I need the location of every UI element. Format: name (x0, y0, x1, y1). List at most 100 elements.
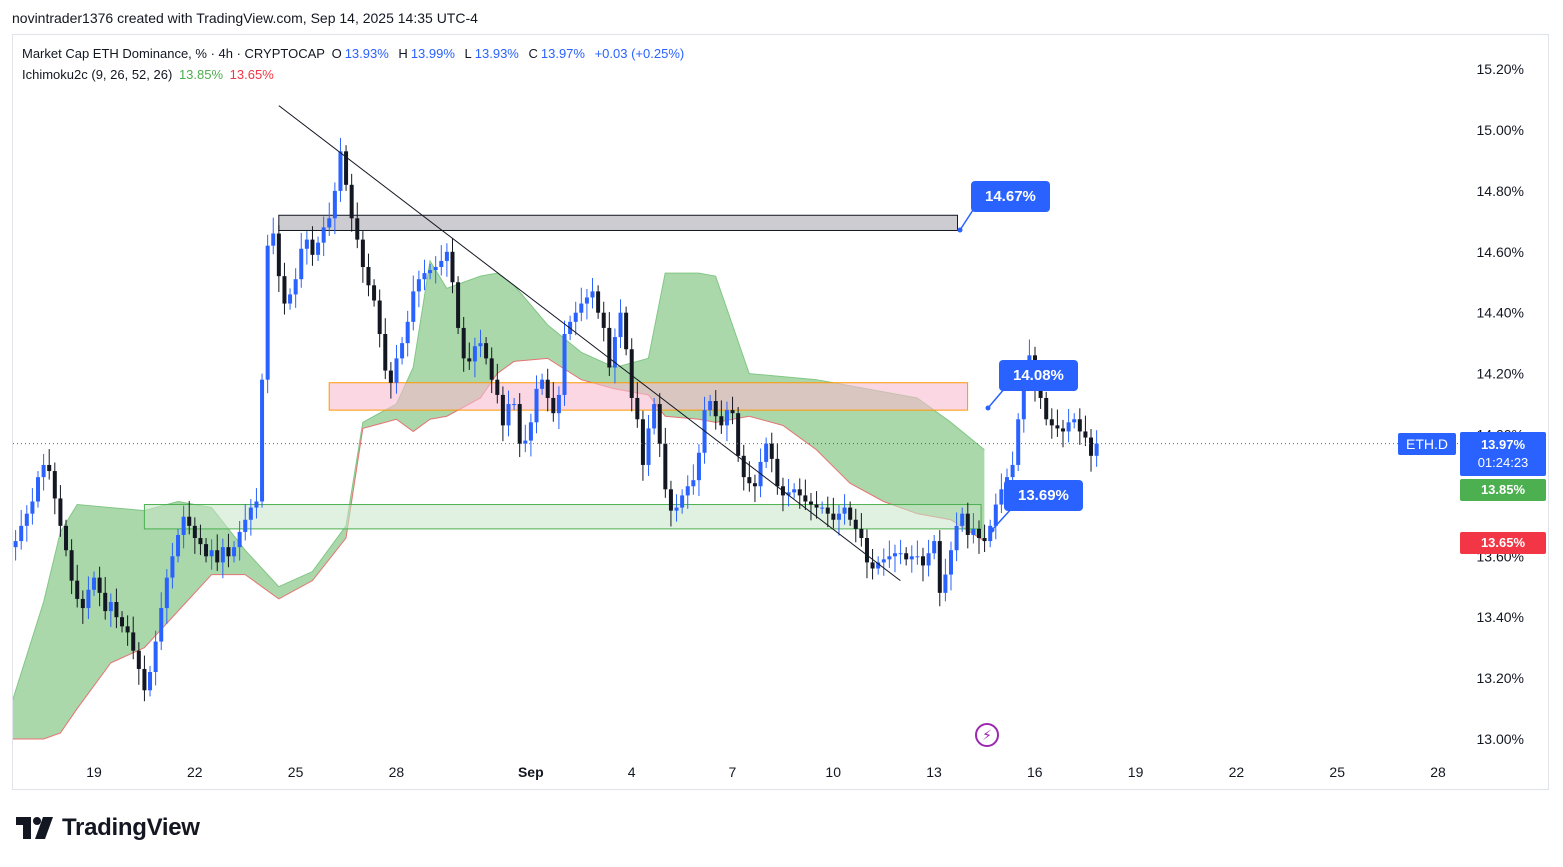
candle-body (153, 641, 158, 673)
candle-body (164, 577, 169, 609)
callout-dot-top (957, 227, 963, 233)
candle-body (304, 239, 309, 249)
candle-body (646, 428, 651, 465)
candle-body (159, 608, 164, 642)
candle-body (618, 312, 623, 338)
candle-body (719, 416, 724, 426)
demand-zone (143, 504, 982, 530)
last-price-tag: 13.97% 01:24:23 (1460, 432, 1546, 476)
candle-body (864, 538, 869, 563)
candle-body (652, 404, 657, 429)
candle-body (831, 513, 836, 520)
callout-dot-mid (985, 405, 991, 411)
candle-body (114, 601, 119, 618)
candle-body (30, 501, 35, 514)
candle-body (713, 401, 718, 417)
candle-body (887, 556, 892, 560)
x-tick-label: 19 (86, 764, 102, 780)
candle-body (8, 547, 12, 556)
candle-body (220, 547, 225, 563)
candle-body (797, 489, 802, 496)
lightning-icon[interactable]: ⚡ (975, 723, 999, 747)
candle-body (640, 419, 645, 465)
candle-body (965, 513, 970, 535)
candle-body (1083, 431, 1088, 438)
candle-body (792, 489, 797, 493)
candle-body (943, 574, 948, 593)
candle-body (663, 443, 668, 490)
y-tick-label: 15.00% (1477, 122, 1524, 138)
candle-body (204, 544, 209, 557)
candle-body (551, 397, 556, 414)
brand-logo[interactable]: TradingView (16, 814, 200, 842)
legend-high-value: 13.99% (410, 46, 455, 61)
candle-body (971, 528, 976, 535)
attribution-text: novintrader1376 created with TradingView… (12, 10, 478, 26)
candle-body (775, 458, 780, 487)
candle-body (747, 477, 752, 484)
candle-body (803, 495, 808, 502)
brand-name: TradingView (62, 814, 200, 841)
candle-body (282, 276, 287, 304)
supply-zone (278, 214, 959, 231)
candle-body (366, 267, 371, 286)
candle-body (187, 516, 192, 526)
candle-body (299, 248, 304, 280)
candle-body (680, 495, 685, 508)
candle-body (1077, 419, 1082, 432)
candle-body (131, 632, 136, 651)
plot-area (8, 105, 1099, 740)
candle-body (848, 507, 853, 520)
candle-body (736, 413, 741, 456)
legend-open-label: O (331, 46, 342, 61)
x-tick-label: 28 (389, 764, 405, 780)
candle-body (439, 260, 444, 268)
candle-body (97, 577, 102, 593)
candle-body (528, 422, 533, 441)
y-tick-label: 15.20% (1477, 61, 1524, 77)
legend-high: H 13.99% (398, 46, 457, 61)
candle-body (433, 267, 438, 271)
candle-body (456, 282, 461, 328)
candle-body (786, 492, 791, 496)
legend-close-label: C (528, 46, 538, 61)
candle-body (1094, 443, 1099, 456)
candle-body (814, 504, 819, 508)
candle-body (825, 507, 830, 514)
candle-body (478, 343, 483, 347)
candle-body (596, 291, 601, 313)
symbol-legend: Market Cap ETH Dominance, % · 4h · CRYPT… (22, 46, 687, 61)
candle-body (685, 486, 690, 496)
candle-body (1016, 419, 1021, 465)
candle-body (170, 556, 175, 578)
candle-body (181, 516, 186, 535)
x-tick-label: 22 (1229, 764, 1245, 780)
candle-body (103, 592, 108, 612)
bar-countdown: 01:24:23 (1477, 455, 1529, 470)
candle-body (377, 300, 382, 335)
candle-body (517, 404, 522, 444)
candle-body (288, 294, 293, 304)
indicator-name: Ichimoku2c (9, 26, 52, 26) (22, 67, 173, 82)
legend-low-label: L (464, 46, 472, 61)
trendline (278, 105, 901, 582)
candle-body (13, 541, 18, 548)
candle-body (898, 553, 903, 555)
x-tick-label: 25 (1329, 764, 1345, 780)
callout-pointer-mid (987, 387, 1006, 409)
candle-body (859, 528, 864, 539)
cloud-b-tag: 13.65% (1460, 532, 1546, 554)
candle-body (579, 303, 584, 313)
legend-high-label: H (398, 46, 408, 61)
candle-body (142, 668, 147, 691)
y-tick-label: 14.80% (1477, 183, 1524, 199)
candle-body (293, 279, 298, 295)
x-tick-label: 28 (1430, 764, 1446, 780)
indicator-legend[interactable]: Ichimoku2c (9, 26, 52, 26) 13.85% 13.65% (22, 67, 277, 82)
candle-body (416, 279, 421, 292)
candle-body (820, 507, 825, 509)
candle-body (1055, 425, 1060, 429)
y-tick-label: 13.20% (1477, 670, 1524, 686)
candle-body (1089, 437, 1094, 456)
